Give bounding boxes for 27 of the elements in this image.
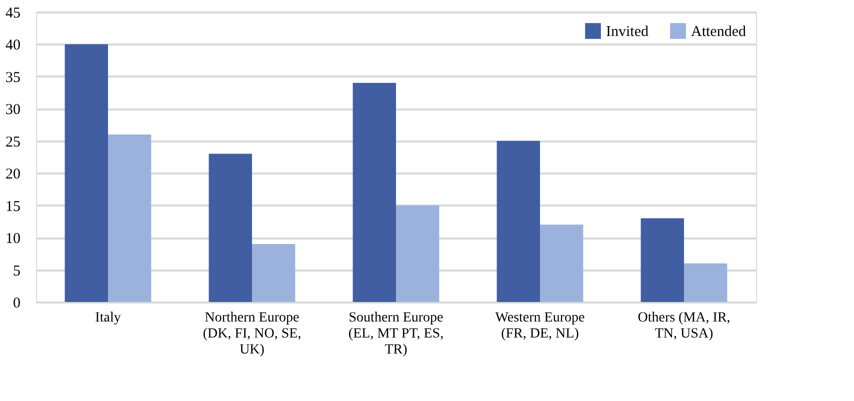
y-tick-label: 0: [13, 296, 20, 312]
y-tick-label: 35: [6, 70, 20, 86]
bar: [684, 263, 728, 302]
y-tick-label: 10: [6, 231, 20, 248]
bar: [396, 205, 440, 302]
bar: [108, 134, 152, 302]
bar: [540, 224, 584, 302]
x-tick-label: Northern Europe (DK, FI, NO, SE, UK): [202, 310, 302, 358]
bar: [252, 244, 296, 302]
x-tick-label: Western Europe (FR, DE, NL): [495, 310, 585, 342]
x-tick-label: Others (MA, IR, TN, USA): [638, 310, 730, 342]
y-tick-label: 40: [6, 38, 20, 54]
x-tick-label: Italy: [95, 310, 121, 326]
y-tick-label: 25: [6, 134, 20, 150]
bar: [496, 140, 540, 302]
y-tick-label: 5: [13, 263, 20, 280]
bar: [352, 82, 396, 302]
x-tick-label: Southern Europe (EL, MT PT, ES, TR): [348, 310, 444, 358]
legend-label: Invited: [606, 24, 649, 40]
y-tick-label: 30: [6, 102, 20, 118]
bar: [64, 44, 108, 302]
bar: [640, 218, 684, 302]
y-tick-label: 45: [6, 6, 20, 22]
y-tick-label: 20: [6, 166, 20, 183]
bar: [208, 154, 252, 302]
legend-label: Attended: [691, 24, 746, 40]
y-tick-label: 15: [6, 198, 20, 215]
